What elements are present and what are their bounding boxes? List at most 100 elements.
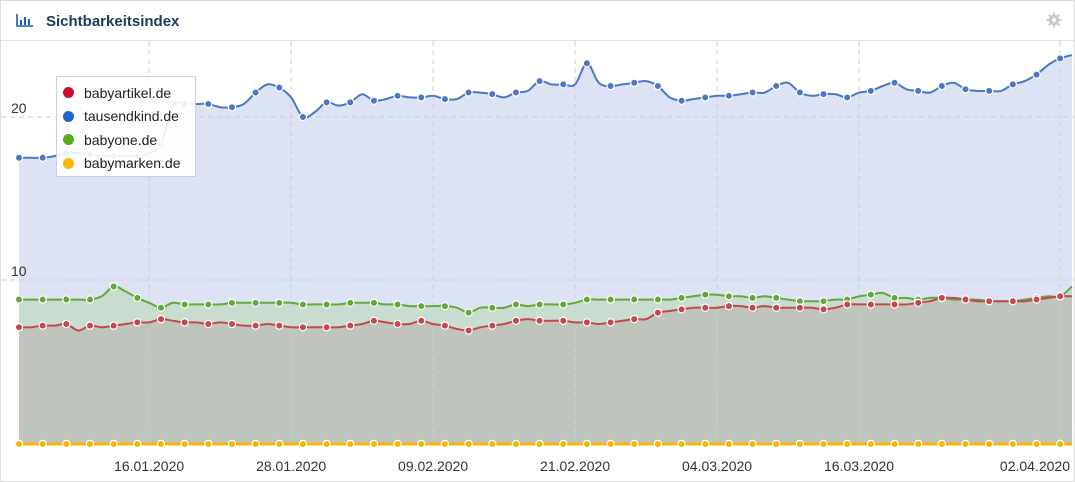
data-point-babyartikel[interactable] (1055, 292, 1065, 301)
data-point-babymarken[interactable] (795, 439, 805, 449)
data-point-babyone[interactable] (322, 300, 331, 309)
data-point-babyartikel[interactable] (298, 323, 308, 332)
data-point-babyartikel[interactable] (819, 305, 828, 314)
data-point-babyone[interactable] (677, 293, 686, 303)
data-point-babymarken[interactable] (156, 439, 166, 449)
data-point-babyone[interactable] (819, 296, 828, 306)
data-point-babyone[interactable] (369, 298, 379, 308)
data-point-babyone[interactable] (85, 295, 95, 304)
data-point-babyartikel[interactable] (937, 293, 947, 303)
data-point-babyone[interactable] (535, 300, 544, 309)
data-point-tausendkind[interactable] (653, 81, 663, 91)
data-point-babymarken[interactable] (961, 439, 970, 449)
data-point-babyone[interactable] (14, 295, 24, 304)
data-point-babyartikel[interactable] (464, 326, 473, 335)
data-point-tausendkind[interactable] (772, 81, 781, 91)
data-point-babyartikel[interactable] (772, 303, 781, 312)
gear-icon[interactable] (1046, 12, 1062, 28)
data-point-babyone[interactable] (275, 298, 284, 308)
data-point-babymarken[interactable] (369, 439, 379, 449)
data-point-babyone[interactable] (606, 295, 615, 304)
data-point-babyartikel[interactable] (1008, 296, 1018, 306)
data-point-babymarken[interactable] (204, 439, 213, 449)
data-point-tausendkind[interactable] (1032, 70, 1041, 79)
data-point-tausendkind[interactable] (819, 89, 828, 99)
data-point-babymarken[interactable] (582, 439, 592, 449)
data-point-tausendkind[interactable] (535, 76, 544, 86)
data-point-tausendkind[interactable] (582, 59, 592, 68)
data-point-babyartikel[interactable] (180, 318, 189, 327)
data-point-tausendkind[interactable] (440, 94, 450, 104)
data-point-tausendkind[interactable] (227, 103, 237, 112)
data-point-babymarken[interactable] (511, 439, 521, 449)
data-point-babyone[interactable] (559, 300, 568, 309)
data-point-tausendkind[interactable] (913, 86, 923, 96)
data-point-babyartikel[interactable] (14, 323, 24, 332)
data-point-babymarken[interactable] (843, 439, 852, 449)
data-point-tausendkind[interactable] (369, 96, 379, 105)
data-point-babyone[interactable] (227, 298, 237, 308)
data-point-babyone[interactable] (298, 300, 308, 309)
data-point-babyone[interactable] (109, 282, 118, 291)
legend-item-babyone[interactable]: babyone.de (63, 128, 195, 152)
data-point-babyone[interactable] (724, 292, 734, 301)
data-point-babymarken[interactable] (14, 439, 24, 449)
data-point-tausendkind[interactable] (984, 86, 994, 96)
data-point-babymarken[interactable] (227, 439, 237, 449)
data-point-babymarken[interactable] (464, 439, 473, 449)
data-point-tausendkind[interactable] (701, 93, 710, 102)
data-point-tausendkind[interactable] (204, 99, 213, 109)
data-point-babyone[interactable] (653, 295, 663, 304)
data-point-babyartikel[interactable] (701, 303, 710, 312)
data-point-babymarken[interactable] (630, 439, 639, 449)
data-point-tausendkind[interactable] (346, 98, 355, 107)
data-point-babyartikel[interactable] (488, 321, 497, 330)
data-point-babyone[interactable] (464, 308, 473, 317)
data-point-babyartikel[interactable] (582, 318, 592, 327)
data-point-babymarken[interactable] (748, 439, 757, 449)
legend-item-babymarken[interactable]: babymarken.de (63, 152, 195, 176)
data-point-babyartikel[interactable] (1032, 295, 1041, 304)
data-point-tausendkind[interactable] (1008, 80, 1018, 89)
data-point-babyartikel[interactable] (393, 319, 402, 329)
data-point-babyone[interactable] (582, 295, 592, 304)
data-point-babyone[interactable] (748, 293, 757, 303)
data-point-babyartikel[interactable] (748, 303, 757, 312)
data-point-tausendkind[interactable] (724, 91, 734, 101)
data-point-babymarken[interactable] (1055, 439, 1065, 449)
data-point-tausendkind[interactable] (795, 88, 805, 97)
data-point-babyartikel[interactable] (322, 323, 331, 332)
data-point-babymarken[interactable] (251, 439, 260, 449)
data-point-tausendkind[interactable] (866, 86, 876, 96)
data-point-babymarken[interactable] (866, 439, 876, 449)
data-point-tausendkind[interactable] (417, 93, 426, 102)
data-point-babyartikel[interactable] (417, 316, 426, 325)
data-point-babyartikel[interactable] (85, 321, 95, 330)
data-point-babyone[interactable] (346, 298, 355, 308)
data-point-babymarken[interactable] (85, 439, 95, 449)
data-point-babyone[interactable] (772, 293, 781, 303)
data-point-babymarken[interactable] (724, 439, 734, 449)
data-point-babymarken[interactable] (937, 439, 947, 449)
data-point-babymarken[interactable] (819, 439, 828, 449)
data-point-babymarken[interactable] (440, 439, 450, 449)
data-point-babyone[interactable] (133, 293, 142, 303)
data-point-babyone[interactable] (866, 290, 876, 299)
data-point-tausendkind[interactable] (677, 96, 686, 105)
data-point-babymarken[interactable] (913, 439, 923, 449)
data-point-babymarken[interactable] (275, 439, 284, 449)
data-point-babymarken[interactable] (535, 439, 544, 449)
data-point-tausendkind[interactable] (890, 78, 899, 87)
data-point-tausendkind[interactable] (393, 91, 402, 101)
data-point-babymarken[interactable] (701, 439, 710, 449)
legend-item-babyartikel[interactable]: babyartikel.de (63, 81, 195, 105)
data-point-tausendkind[interactable] (630, 78, 639, 87)
data-point-babyone[interactable] (701, 290, 710, 299)
data-point-babymarken[interactable] (677, 439, 686, 449)
data-point-babyartikel[interactable] (677, 305, 686, 314)
data-point-babyartikel[interactable] (369, 316, 379, 325)
data-point-babyartikel[interactable] (724, 301, 734, 311)
data-point-babyone[interactable] (62, 295, 71, 304)
data-point-babyartikel[interactable] (133, 318, 142, 327)
data-point-tausendkind[interactable] (961, 85, 970, 94)
